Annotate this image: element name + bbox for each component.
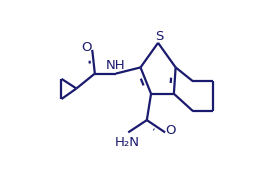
Text: O: O [166, 124, 176, 137]
Text: O: O [81, 41, 92, 54]
Text: S: S [155, 30, 164, 43]
Text: H₂N: H₂N [115, 136, 140, 149]
Text: NH: NH [106, 59, 125, 72]
